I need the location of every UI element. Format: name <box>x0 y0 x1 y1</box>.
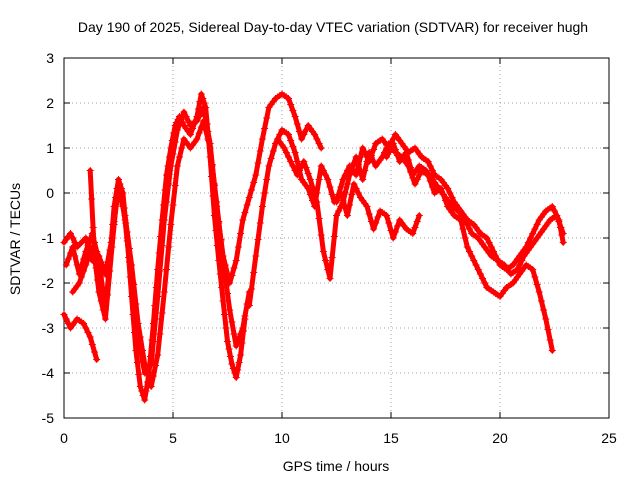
y-tick-label: 1 <box>46 140 54 156</box>
y-tick-label: 3 <box>46 50 54 66</box>
x-tick-label: 15 <box>383 430 399 446</box>
y-tick-label: -5 <box>42 410 55 426</box>
y-tick-label: -4 <box>42 365 55 381</box>
tick-layer <box>63 57 610 419</box>
x-tick-labels: 0 5 10 15 20 25 <box>60 430 617 446</box>
x-tick-label: 10 <box>274 430 290 446</box>
x-tick-label: 20 <box>492 430 508 446</box>
y-axis-label: SDTVAR / TECUs <box>7 183 23 295</box>
series-line <box>384 141 566 277</box>
y-tick-label: -3 <box>42 320 55 336</box>
series-satellite-pass-i <box>383 140 567 278</box>
series-satellite-pass-b <box>60 311 101 363</box>
series-markers <box>86 90 325 377</box>
x-tick-label: 0 <box>60 430 68 446</box>
chart-title: Day 190 of 2025, Sidereal Day-to-day VTE… <box>78 19 588 35</box>
y-tick-label: -2 <box>42 275 55 291</box>
y-tick-label: 0 <box>46 185 54 201</box>
y-tick-label: 2 <box>46 95 54 111</box>
y-tick-labels: -5 -4 -3 -2 -1 0 1 2 3 <box>42 50 55 426</box>
series-markers <box>60 311 101 363</box>
series-markers <box>383 140 567 278</box>
series-satellite-pass-e <box>86 90 325 377</box>
series-layer <box>60 90 567 404</box>
series-line <box>61 312 100 362</box>
series-satellite-pass-h <box>333 131 567 273</box>
x-tick-label: 25 <box>601 430 617 446</box>
series-line <box>334 132 566 272</box>
y-tick-label: -1 <box>42 230 55 246</box>
x-tick-label: 5 <box>169 430 177 446</box>
x-axis-label: GPS time / hours <box>283 458 390 474</box>
